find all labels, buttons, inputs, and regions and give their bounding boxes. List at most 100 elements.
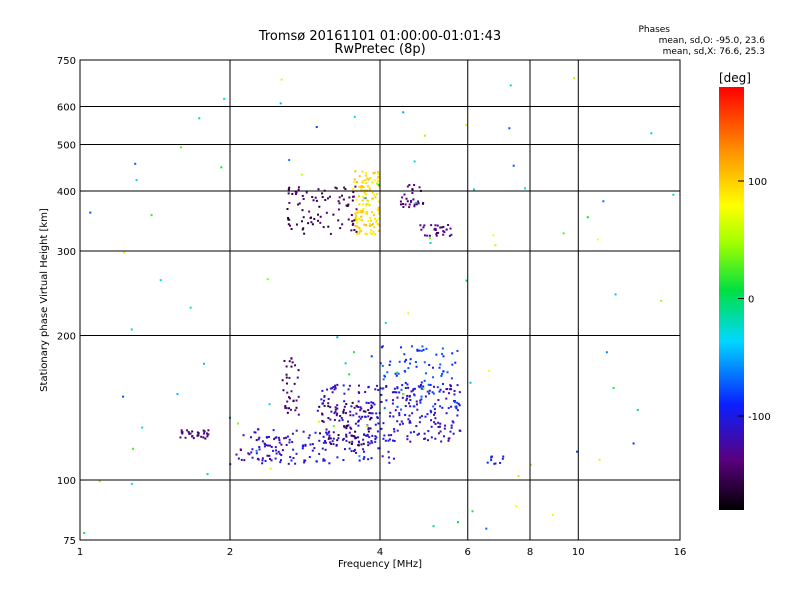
data-point bbox=[204, 437, 207, 440]
data-point bbox=[365, 182, 368, 185]
data-point bbox=[314, 196, 317, 199]
data-point bbox=[396, 396, 399, 399]
data-point bbox=[327, 398, 330, 401]
data-point bbox=[430, 411, 433, 414]
data-point bbox=[360, 230, 363, 233]
data-point bbox=[439, 388, 442, 391]
x-tick-label: 16 bbox=[674, 547, 687, 558]
data-point bbox=[501, 457, 504, 460]
data-point bbox=[372, 230, 375, 233]
data-point bbox=[334, 384, 337, 387]
data-point bbox=[454, 361, 457, 364]
data-point bbox=[354, 216, 357, 219]
data-point bbox=[396, 386, 399, 389]
data-point bbox=[301, 228, 304, 231]
data-point bbox=[205, 432, 208, 435]
data-point bbox=[422, 348, 425, 351]
data-point bbox=[417, 202, 420, 205]
data-point bbox=[289, 224, 292, 227]
data-point bbox=[396, 420, 399, 423]
data-point bbox=[368, 189, 371, 192]
data-point bbox=[361, 211, 364, 214]
data-point bbox=[292, 448, 295, 451]
data-point bbox=[405, 197, 408, 200]
data-point bbox=[650, 132, 653, 135]
chart-subtitle: RwPretec (8p) bbox=[334, 42, 425, 57]
data-point bbox=[353, 115, 356, 118]
data-point bbox=[352, 435, 355, 438]
data-point bbox=[198, 117, 201, 120]
data-point bbox=[421, 202, 424, 205]
data-point bbox=[426, 390, 429, 393]
chart-title: Tromsø 20161101 01:00:00-01:01:43 bbox=[258, 29, 501, 44]
data-point bbox=[392, 457, 395, 460]
data-point bbox=[348, 384, 351, 387]
data-point bbox=[353, 450, 356, 453]
data-point bbox=[386, 371, 389, 374]
data-point bbox=[329, 387, 332, 390]
data-point bbox=[176, 393, 179, 396]
data-point bbox=[207, 433, 210, 436]
data-point bbox=[179, 436, 182, 439]
data-point bbox=[428, 392, 431, 395]
data-point bbox=[412, 389, 415, 392]
data-point bbox=[319, 221, 322, 224]
data-point bbox=[285, 365, 288, 368]
data-point bbox=[367, 185, 370, 188]
data-point bbox=[288, 218, 291, 221]
data-point bbox=[433, 413, 436, 416]
data-point bbox=[612, 386, 615, 389]
data-point bbox=[373, 179, 376, 182]
data-point bbox=[240, 458, 243, 461]
data-point bbox=[359, 185, 362, 188]
data-point bbox=[360, 215, 363, 218]
data-point bbox=[441, 406, 444, 409]
data-point bbox=[347, 203, 350, 206]
data-point bbox=[439, 405, 442, 408]
data-point bbox=[321, 413, 324, 416]
data-point bbox=[272, 429, 275, 432]
data-point bbox=[367, 430, 370, 433]
data-point bbox=[297, 395, 300, 398]
data-point bbox=[274, 457, 277, 460]
data-point bbox=[322, 420, 325, 423]
data-point bbox=[452, 421, 455, 424]
data-point bbox=[374, 217, 377, 220]
data-point bbox=[377, 172, 380, 175]
data-point bbox=[449, 227, 452, 230]
data-point bbox=[371, 434, 374, 437]
data-point bbox=[371, 412, 374, 415]
data-point bbox=[268, 403, 271, 406]
data-point bbox=[393, 387, 396, 390]
data-point bbox=[413, 160, 416, 163]
data-point bbox=[279, 459, 282, 462]
data-point bbox=[382, 422, 385, 425]
data-point bbox=[235, 453, 238, 456]
data-point bbox=[334, 408, 337, 411]
x-tick-label: 8 bbox=[527, 547, 533, 558]
data-point bbox=[438, 366, 441, 369]
data-point bbox=[405, 358, 408, 361]
data-point bbox=[448, 437, 451, 440]
data-point bbox=[355, 233, 358, 236]
data-point bbox=[324, 448, 327, 451]
data-point bbox=[358, 195, 361, 198]
data-point bbox=[274, 446, 277, 449]
data-point bbox=[437, 432, 440, 435]
data-point bbox=[499, 461, 502, 464]
data-point bbox=[308, 434, 311, 437]
data-point bbox=[434, 422, 437, 425]
data-point bbox=[367, 178, 370, 181]
data-point bbox=[369, 232, 372, 235]
data-point bbox=[285, 373, 288, 376]
data-point bbox=[448, 392, 451, 395]
data-point bbox=[442, 355, 445, 358]
data-point bbox=[443, 231, 446, 234]
data-point bbox=[288, 376, 291, 379]
y-axis: 75 100 200 300 400 500 600 750 bbox=[57, 56, 86, 547]
data-point bbox=[388, 461, 391, 464]
data-point bbox=[223, 97, 226, 100]
data-point bbox=[351, 223, 354, 226]
data-point bbox=[359, 218, 362, 221]
data-point bbox=[335, 414, 338, 417]
